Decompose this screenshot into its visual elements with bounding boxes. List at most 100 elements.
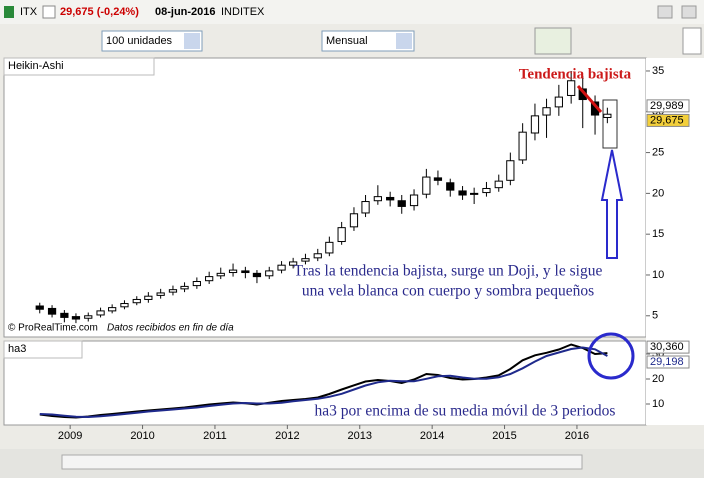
x-tick-label: 2012 <box>275 430 299 442</box>
series-line <box>39 343 608 419</box>
candle-body <box>180 285 189 290</box>
candle-body <box>301 258 310 262</box>
candle-body <box>386 196 395 201</box>
chart-type-button[interactable] <box>534 27 572 55</box>
annotation: ha3 por encima de su media móvil de 3 pe… <box>315 403 616 420</box>
candle-body <box>241 270 250 274</box>
candle-body <box>409 194 419 207</box>
minimize-button[interactable] <box>657 5 673 19</box>
data-note: Datos recibidos en fin de día <box>107 323 234 334</box>
quantity: 100 unidades <box>106 35 173 47</box>
candle-body <box>168 289 178 293</box>
price-panel <box>3 57 647 338</box>
side-button[interactable] <box>682 27 702 55</box>
candle-body <box>132 298 141 304</box>
y-tick-label: 5 <box>652 310 658 322</box>
period-dropdown[interactable] <box>321 30 415 52</box>
trend-line <box>576 85 603 113</box>
candle-body <box>482 187 491 194</box>
candle-body <box>84 315 93 319</box>
candle-body <box>71 316 81 320</box>
price-label: 29,989 <box>650 100 684 112</box>
symbol-menu[interactable] <box>42 5 56 19</box>
arrow <box>600 149 624 259</box>
highlight-circle <box>587 332 635 380</box>
highlight-box <box>602 99 618 149</box>
candle-body <box>313 253 322 259</box>
close-button[interactable] <box>681 5 697 19</box>
candle-body <box>603 113 612 118</box>
candle-body <box>554 96 563 108</box>
x-tick-label: 2013 <box>348 430 372 442</box>
scrollbar[interactable] <box>61 454 583 470</box>
y-tick-label: 20 <box>652 187 664 199</box>
candle-body <box>156 292 165 296</box>
app-icon <box>4 6 14 18</box>
price-change: 29,675 (-0,24%) <box>60 6 139 18</box>
x-tick-label: 2015 <box>492 430 516 442</box>
candle-body <box>397 200 406 207</box>
x-tick-label: 2009 <box>58 430 82 442</box>
candle-body <box>144 295 153 300</box>
candle-body <box>422 176 431 195</box>
candle-body <box>216 272 225 277</box>
candle-body <box>60 312 69 318</box>
candle-body <box>265 270 274 277</box>
candle-body <box>96 310 105 316</box>
price-label-box <box>646 113 690 127</box>
candle-body <box>252 272 262 278</box>
candle-body <box>289 261 298 266</box>
candle-body <box>542 107 551 116</box>
candle-body <box>108 307 117 312</box>
candle-body <box>458 190 467 196</box>
annotation: Tendencia bajista <box>519 66 632 82</box>
y-tick-label: 35 <box>652 65 664 77</box>
x-tick-label: 2011 <box>203 430 227 442</box>
annotation: una vela blanca con cuerpo y sombra pequ… <box>302 283 594 300</box>
series-line <box>39 346 608 419</box>
price-label: 30,360 <box>650 341 684 353</box>
price-label: 29,198 <box>650 356 684 368</box>
y-tick-label: 10 <box>652 269 664 281</box>
price-label-box <box>646 355 690 369</box>
dropdown-arrow[interactable] <box>184 33 200 49</box>
candle-body <box>494 180 503 189</box>
instrument-name: INDITEX <box>221 6 265 18</box>
price-label-box <box>646 99 690 113</box>
symbol: ITX <box>20 6 38 18</box>
price-label: 29,675 <box>650 114 684 126</box>
candle-body <box>325 241 334 254</box>
candle-body <box>470 192 479 195</box>
y-tick-label: 25 <box>652 146 664 158</box>
candle-body <box>446 182 455 191</box>
panel-label: Heikin-Ashi <box>8 60 64 72</box>
candle-body <box>277 264 286 271</box>
candle-body <box>120 303 129 308</box>
y-tick-label: 20 <box>652 373 664 385</box>
candle-body <box>506 160 515 181</box>
dropdown-arrow[interactable] <box>396 33 412 49</box>
candle-body <box>530 115 540 134</box>
panel-header <box>3 340 83 359</box>
price-label-box <box>646 340 690 354</box>
period: Mensual <box>326 35 368 47</box>
x-tick-label: 2014 <box>420 430 444 442</box>
panel-label: ha3 <box>8 343 26 355</box>
panel-header <box>3 57 155 76</box>
candle-body <box>373 196 382 202</box>
candle-body <box>47 307 57 315</box>
y-tick-label: 10 <box>652 398 664 410</box>
annotation: Tras la tendencia bajista, surge un Doji… <box>294 263 603 280</box>
candle-body <box>228 269 238 274</box>
candle-body <box>433 177 443 181</box>
candle-body <box>192 281 201 287</box>
quantity-dropdown[interactable] <box>101 30 203 52</box>
credit: © ProRealTime.com <box>8 323 98 334</box>
candle-body <box>518 131 527 161</box>
title-bar <box>0 0 704 24</box>
candle-body <box>205 276 214 282</box>
candle-body <box>337 227 346 243</box>
x-tick-label: 2010 <box>130 430 154 442</box>
annotations: Tendencia bajista Tras la tendencia baji… <box>294 66 635 420</box>
